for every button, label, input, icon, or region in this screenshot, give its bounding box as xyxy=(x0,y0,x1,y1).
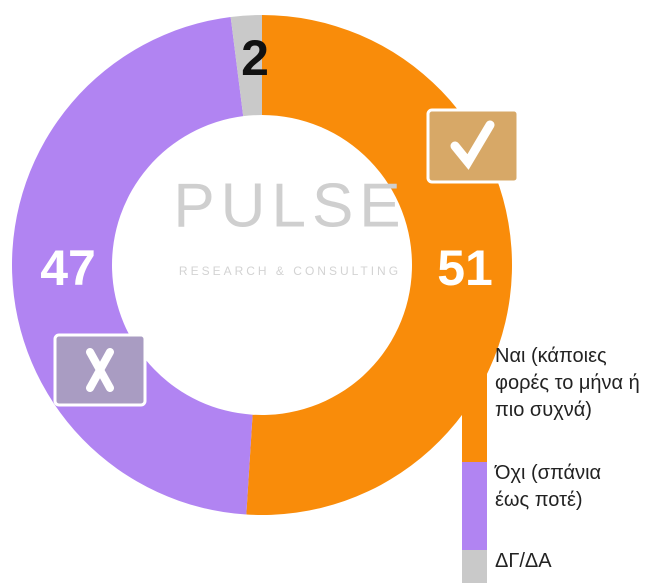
watermark-subtitle: RESEARCH & CONSULTING xyxy=(179,264,401,278)
legend-label: Ναι (κάποιες φορές το μήνα ή πιο συχνά) xyxy=(495,345,640,421)
legend-label: ΔΓ/ΔΑ xyxy=(495,550,552,572)
legend-swatch xyxy=(462,462,487,550)
value-label: 47 xyxy=(40,240,96,296)
legend-swatch xyxy=(462,345,487,462)
cross-icon xyxy=(53,333,147,407)
legend-swatch xyxy=(462,550,487,583)
value-label: 2 xyxy=(241,30,269,86)
check-icon xyxy=(426,108,520,184)
legend-label: Όχι (σπάνια έως ποτέ) xyxy=(495,462,602,511)
donut-segment xyxy=(230,15,262,117)
value-label: 51 xyxy=(437,240,493,296)
watermark-title: PULSE xyxy=(173,171,406,240)
